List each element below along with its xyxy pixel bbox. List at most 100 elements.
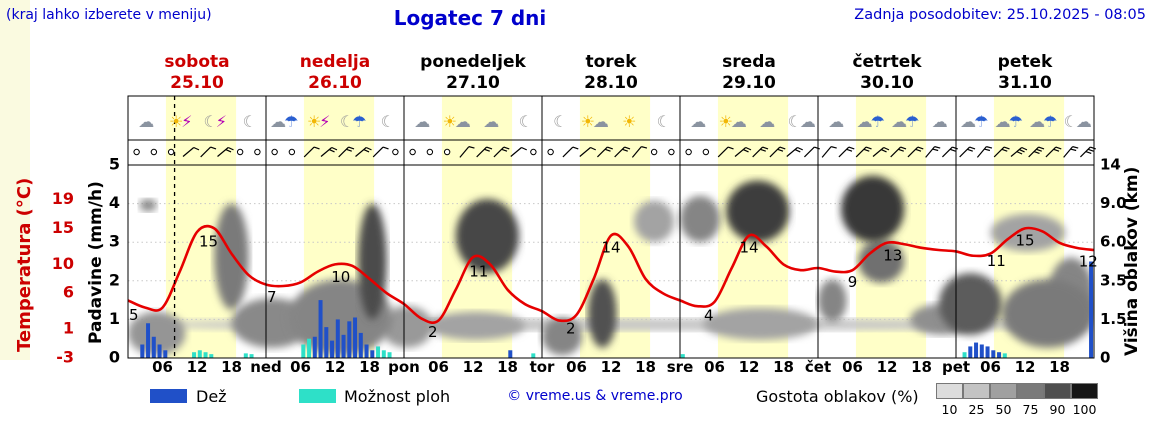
svg-text:10: 10 (331, 268, 350, 286)
svg-text:18: 18 (221, 358, 242, 376)
calm-wind-icon (254, 148, 261, 156)
svg-text:1: 1 (109, 309, 120, 328)
wind-barb-icon (303, 146, 320, 158)
menu-hint: (kraj lahko izberete v meniju) (6, 7, 212, 23)
cloud-scale-swatch (1017, 383, 1044, 399)
svg-text:12: 12 (187, 358, 208, 376)
wind-barb-icon (372, 146, 389, 158)
wind-barb-icon (959, 146, 976, 158)
svg-text:19: 19 (52, 189, 74, 208)
weather-icon: ☀ (622, 112, 636, 131)
weather-icon: ☾ (381, 112, 393, 131)
cloud-scale-swatch (963, 383, 990, 399)
svg-text:2: 2 (428, 323, 438, 341)
svg-text:pon: pon (388, 358, 420, 376)
cloud-density-label: Gostota oblakov (%) (756, 387, 919, 406)
weather-icon: ☀☁ (443, 112, 471, 131)
svg-text:4: 4 (704, 306, 714, 324)
svg-text:12: 12 (601, 358, 622, 376)
wind-barb-icon (786, 146, 803, 157)
cloud-scale-swatch (1044, 383, 1071, 399)
weather-icon: ☁☂ (960, 112, 988, 131)
weather-icon: ☀⚡ (307, 112, 329, 131)
cloud-scale-swatch (1071, 383, 1098, 399)
wind-barb-icon (631, 146, 648, 158)
cloud-scale-label: 75 (1022, 402, 1039, 417)
svg-text:12: 12 (463, 358, 484, 376)
weather-icon: ☁ (690, 112, 706, 131)
svg-text:12: 12 (739, 358, 760, 376)
svg-text:9.0: 9.0 (1100, 194, 1127, 212)
cloud-scale-swatch (990, 383, 1017, 399)
wind-barb-icon (942, 146, 958, 158)
shower-bars (192, 338, 1007, 358)
weather-icon: ☾☁ (788, 112, 816, 131)
wind-barb-icon (614, 146, 631, 158)
wind-barb-icon (579, 146, 596, 157)
showers-legend-label: Možnost ploh (344, 387, 451, 406)
svg-text:11: 11 (469, 263, 488, 281)
svg-text:1: 1 (63, 319, 74, 338)
calm-wind-icon (271, 148, 278, 156)
svg-text:čet: čet (805, 358, 831, 376)
svg-text:1.5: 1.5 (1100, 310, 1127, 328)
svg-text:5: 5 (109, 155, 120, 174)
svg-text:6.0: 6.0 (1100, 233, 1127, 251)
weather-icon: ☁☂ (270, 112, 298, 131)
weather-icon: ☁☂ (1029, 112, 1057, 131)
wind-barb-icon (355, 146, 372, 157)
weather-icon: ☀☁ (581, 112, 609, 131)
svg-text:14: 14 (1100, 156, 1121, 174)
svg-text:2: 2 (566, 320, 576, 338)
svg-text:9: 9 (848, 273, 858, 291)
cloud-scale-label: 25 (968, 402, 985, 417)
weather-icon: ☁ (759, 112, 775, 131)
svg-text:06: 06 (290, 358, 311, 376)
wind-barb-icon (717, 146, 734, 158)
wind-barb-row (133, 146, 1096, 158)
weather-icon: ☁ (828, 112, 844, 131)
copyright-link[interactable]: © vreme.us & vreme.pro (507, 388, 683, 404)
svg-text:11: 11 (987, 252, 1006, 270)
svg-text:18: 18 (773, 358, 794, 376)
svg-text:18: 18 (911, 358, 932, 376)
last-update: Zadnja posodobitev: 25.10.2025 - 08:05 (854, 7, 1146, 23)
calm-wind-icon (650, 148, 658, 156)
svg-text:-3: -3 (56, 348, 74, 367)
svg-text:2: 2 (109, 270, 120, 289)
day-header-sreda: sreda 29.10 (722, 52, 776, 93)
calm-wind-icon (236, 148, 244, 156)
wind-barb-icon (993, 146, 1010, 158)
svg-text:6: 6 (63, 283, 74, 302)
svg-text:12: 12 (877, 358, 898, 376)
wind-barb-icon (1010, 146, 1028, 157)
cloud-scale-swatch (936, 383, 963, 399)
calm-wind-icon (443, 148, 451, 156)
cloud-scale-label: 100 (1072, 402, 1097, 417)
day-header-nedelja: nedelja 26.10 (299, 52, 371, 93)
calm-wind-icon (547, 148, 554, 156)
weather-icon: ☾☁ (1064, 112, 1092, 131)
calm-wind-icon (668, 148, 675, 156)
svg-text:13: 13 (883, 246, 902, 264)
weather-icon-row: ☁ ☀⚡ ☾⚡ ☾ ☁☂ ☀⚡ ☾☂ ☾ ☁ ☀☁ ☁ ☾ ☾ ☀☁ ☀ ☾ ☁ ☀☁ ☁ ☾☁ ☁ ☁☂ ☁☂ ☁ ☁☂ ☁☂ ☁… (138, 112, 1094, 131)
svg-text:06: 06 (842, 358, 863, 376)
svg-text:06: 06 (428, 358, 449, 376)
temperature-value-labels: 5 15 7 10 2 11 2 14 4 14 9 13 11 15 12 (129, 231, 1098, 340)
svg-text:18: 18 (635, 358, 656, 376)
weather-icon: ☾ (519, 112, 531, 131)
rain-legend-swatch (150, 389, 187, 403)
svg-text:15: 15 (1015, 231, 1034, 249)
svg-text:18: 18 (359, 358, 380, 376)
svg-text:4: 4 (109, 193, 120, 212)
weather-icon: ☁ (414, 112, 430, 131)
wind-barb-icon (752, 146, 769, 158)
calm-wind-icon (167, 148, 175, 156)
wind-barb-icon (510, 146, 527, 157)
cloud-scale-label: 90 (1049, 402, 1066, 417)
wind-barb-icon (734, 146, 752, 157)
day-header-petek: petek 31.10 (997, 52, 1053, 93)
svg-text:12: 12 (325, 358, 346, 376)
